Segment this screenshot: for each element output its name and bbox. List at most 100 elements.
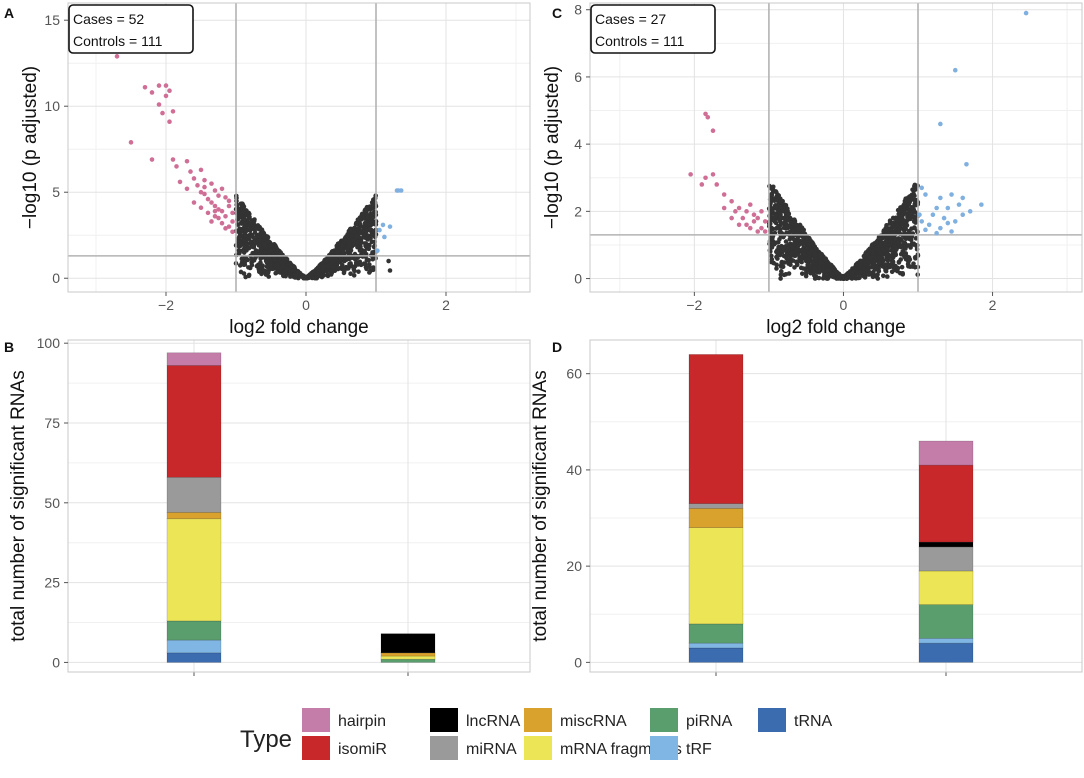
data-point-down (705, 114, 711, 120)
data-point-ns (867, 270, 873, 276)
data-point-ns (890, 246, 895, 252)
data-point-down (198, 205, 204, 211)
data-point-ns (896, 228, 902, 234)
y-tick-label: 20 (566, 558, 582, 574)
data-point-ns (791, 237, 797, 242)
panel-label: B (4, 339, 14, 355)
data-point-ns (321, 273, 327, 278)
data-point-ns (870, 274, 876, 280)
data-point-ns (852, 266, 858, 272)
data-point-down (198, 189, 204, 195)
data-point-ns (277, 251, 282, 256)
data-point-ns (905, 215, 910, 221)
data-point-ns (386, 258, 391, 264)
data-point-down (219, 208, 225, 214)
data-point-up (949, 229, 954, 234)
data-point-down (149, 157, 155, 162)
data-point-down (759, 209, 764, 214)
data-point-down (226, 198, 232, 204)
data-point-down (163, 93, 169, 99)
legend-label: miRNA (466, 741, 517, 758)
legend-label: piRNA (686, 713, 733, 730)
data-point-ns (901, 218, 906, 223)
legend-item-lncrna: lncRNA (430, 708, 521, 732)
y-tick-label: 60 (566, 366, 582, 382)
data-point-down (216, 215, 221, 221)
x-tick-label: 2 (989, 297, 997, 313)
data-point-ns (252, 226, 258, 232)
data-point-up (979, 202, 984, 207)
data-point-ns (887, 218, 893, 224)
data-point-ns (363, 207, 369, 213)
data-point-ns (239, 201, 245, 207)
data-point-ns (779, 259, 785, 265)
data-point-ns (361, 261, 367, 266)
data-point-up (964, 162, 969, 167)
data-point-ns (858, 258, 864, 264)
data-point-ns (281, 271, 286, 277)
data-point-ns (244, 226, 250, 231)
data-point-down (170, 157, 176, 162)
y-tick-label: 75 (44, 415, 60, 431)
data-point-ns (342, 237, 347, 242)
data-point-down (740, 215, 746, 221)
data-point-ns (279, 260, 285, 265)
data-point-down (223, 226, 228, 231)
data-point-ns (856, 264, 862, 270)
y-tick-label: 2 (574, 203, 582, 219)
data-point-ns (287, 268, 293, 273)
data-point-up (377, 227, 382, 233)
data-point-ns (769, 192, 775, 198)
data-point-ns (346, 266, 351, 271)
data-point-ns (911, 207, 917, 213)
data-point-ns (884, 274, 890, 279)
data-point-down (703, 175, 708, 181)
data-point-ns (779, 221, 784, 226)
bar-segment-trna (166, 652, 222, 663)
data-point-down (216, 207, 221, 212)
data-point-ns (245, 212, 251, 218)
threshold-lines (68, 3, 530, 292)
data-point-down (751, 219, 757, 224)
data-point-up (938, 121, 943, 127)
data-point-down (714, 182, 720, 187)
bar-segment-pirna (918, 604, 974, 639)
data-point-ns (885, 258, 891, 263)
data-point-down (205, 196, 211, 202)
data-point-up (945, 205, 951, 211)
x-axis: −2 0 2 (158, 292, 450, 313)
data-point-ns (351, 273, 357, 278)
data-point-ns (347, 243, 352, 249)
data-point-up (949, 192, 954, 197)
data-point-ns (347, 262, 352, 267)
data-point-down (755, 215, 761, 221)
data-point-ns (906, 228, 912, 234)
bar-segment-isomir (918, 464, 974, 543)
y-tick-label: 0 (52, 270, 60, 286)
data-point-ns (370, 250, 375, 255)
legend-swatch (524, 736, 552, 760)
data-point-down (167, 119, 172, 124)
panel-b: B 0 25 50 75 100 total number of significant R… (4, 335, 531, 676)
legend-item-trf: tRF (650, 736, 712, 760)
data-point-down (230, 219, 235, 224)
data-point-ns (284, 266, 289, 272)
y-tick-label: 0 (52, 654, 60, 670)
data-point-down (212, 203, 218, 209)
bar-segment-mrna-fragments (688, 527, 744, 625)
data-point-ns (796, 242, 801, 247)
data-point-ns (805, 257, 811, 262)
data-point-ns (367, 270, 372, 275)
data-point-ns (906, 263, 911, 269)
data-point-ns (857, 275, 862, 281)
data-point-ns (870, 251, 876, 257)
data-point-down (163, 83, 169, 88)
data-point-ns (811, 273, 817, 278)
data-point-ns (901, 210, 907, 216)
bar-segment-miscrna (166, 512, 222, 520)
data-point-up (934, 205, 939, 211)
data-point-ns (769, 257, 775, 262)
data-point-up (382, 234, 387, 240)
data-point-ns (369, 203, 375, 209)
data-point-ns (894, 222, 900, 228)
